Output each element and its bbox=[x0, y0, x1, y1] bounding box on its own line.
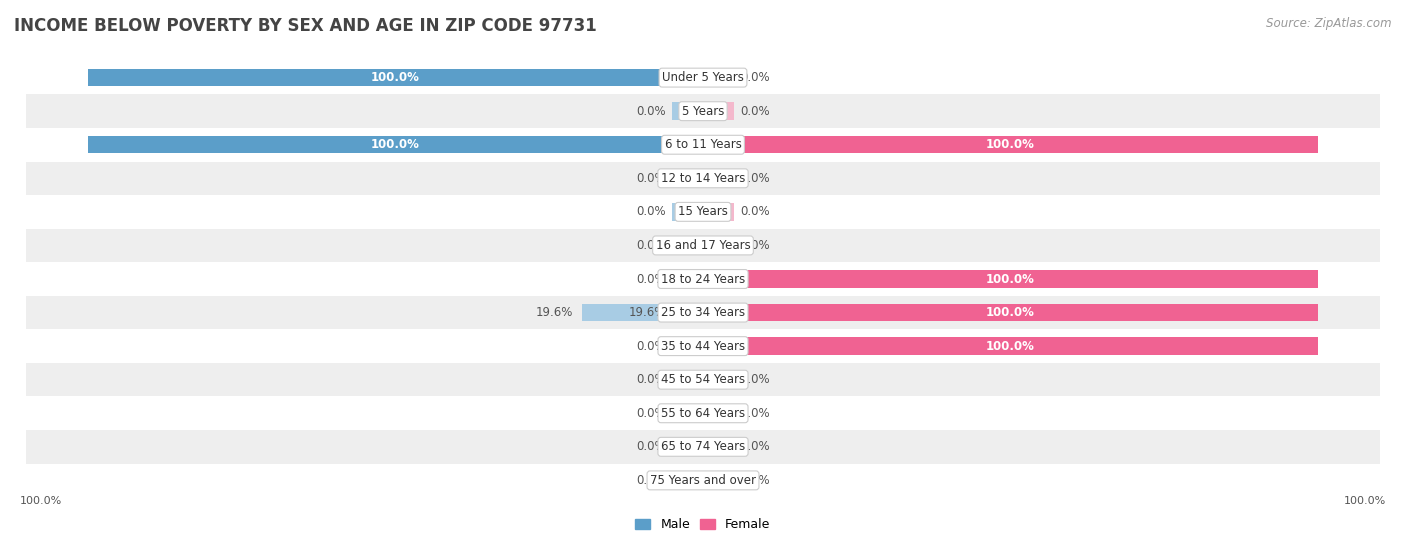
Bar bbox=[703, 405, 734, 422]
Bar bbox=[672, 170, 703, 187]
Bar bbox=[27, 296, 1379, 329]
Bar bbox=[703, 304, 1319, 321]
Text: 100.0%: 100.0% bbox=[20, 496, 62, 506]
Text: INCOME BELOW POVERTY BY SEX AND AGE IN ZIP CODE 97731: INCOME BELOW POVERTY BY SEX AND AGE IN Z… bbox=[14, 17, 596, 35]
Text: 45 to 54 Years: 45 to 54 Years bbox=[661, 373, 745, 386]
Bar bbox=[27, 229, 1379, 262]
Bar bbox=[703, 203, 734, 220]
Text: 19.6%: 19.6% bbox=[536, 306, 574, 319]
Text: 0.0%: 0.0% bbox=[740, 239, 769, 252]
Bar bbox=[27, 61, 1379, 94]
Text: 0.0%: 0.0% bbox=[637, 105, 666, 118]
Bar bbox=[703, 472, 734, 489]
Bar bbox=[27, 397, 1379, 430]
Text: 0.0%: 0.0% bbox=[740, 105, 769, 118]
Text: Source: ZipAtlas.com: Source: ZipAtlas.com bbox=[1267, 17, 1392, 30]
Text: 100.0%: 100.0% bbox=[986, 138, 1035, 151]
Bar bbox=[27, 363, 1379, 397]
Text: 15 Years: 15 Years bbox=[678, 205, 728, 218]
Text: 12 to 14 Years: 12 to 14 Years bbox=[661, 172, 745, 185]
Legend: Male, Female: Male, Female bbox=[630, 513, 776, 536]
Text: 65 to 74 Years: 65 to 74 Years bbox=[661, 440, 745, 453]
Bar bbox=[582, 304, 703, 321]
Bar bbox=[703, 371, 734, 388]
Bar bbox=[27, 262, 1379, 296]
Text: 18 to 24 Years: 18 to 24 Years bbox=[661, 272, 745, 286]
Text: 0.0%: 0.0% bbox=[637, 172, 666, 185]
Bar bbox=[703, 438, 734, 455]
Bar bbox=[703, 103, 734, 120]
Bar bbox=[27, 128, 1379, 161]
Text: 0.0%: 0.0% bbox=[637, 239, 666, 252]
Bar bbox=[27, 430, 1379, 464]
Bar bbox=[672, 472, 703, 489]
Text: 5 Years: 5 Years bbox=[682, 105, 724, 118]
Text: 75 Years and over: 75 Years and over bbox=[650, 474, 756, 487]
Bar bbox=[672, 338, 703, 355]
Bar bbox=[672, 237, 703, 254]
Text: 0.0%: 0.0% bbox=[740, 172, 769, 185]
Bar bbox=[672, 203, 703, 220]
Text: 0.0%: 0.0% bbox=[740, 407, 769, 420]
Bar bbox=[703, 170, 734, 187]
Text: 100.0%: 100.0% bbox=[371, 138, 420, 151]
Text: 100.0%: 100.0% bbox=[986, 306, 1035, 319]
Bar bbox=[672, 405, 703, 422]
Text: 100.0%: 100.0% bbox=[1344, 496, 1386, 506]
Text: 16 and 17 Years: 16 and 17 Years bbox=[655, 239, 751, 252]
Text: 35 to 44 Years: 35 to 44 Years bbox=[661, 340, 745, 353]
Text: 0.0%: 0.0% bbox=[637, 407, 666, 420]
Text: 0.0%: 0.0% bbox=[637, 474, 666, 487]
Text: 0.0%: 0.0% bbox=[740, 373, 769, 386]
Text: Under 5 Years: Under 5 Years bbox=[662, 71, 744, 84]
Bar bbox=[703, 270, 1319, 288]
Text: 100.0%: 100.0% bbox=[986, 272, 1035, 286]
Bar bbox=[27, 94, 1379, 128]
Text: 19.6%: 19.6% bbox=[628, 306, 666, 319]
Text: 55 to 64 Years: 55 to 64 Years bbox=[661, 407, 745, 420]
Bar bbox=[703, 136, 1319, 153]
Bar bbox=[672, 103, 703, 120]
Text: 0.0%: 0.0% bbox=[637, 340, 666, 353]
Bar bbox=[87, 136, 703, 153]
Bar bbox=[703, 69, 734, 86]
Bar bbox=[27, 161, 1379, 195]
Bar bbox=[703, 338, 1319, 355]
Bar bbox=[27, 195, 1379, 229]
Bar bbox=[703, 237, 734, 254]
Bar bbox=[672, 270, 703, 288]
Text: 25 to 34 Years: 25 to 34 Years bbox=[661, 306, 745, 319]
Bar bbox=[27, 329, 1379, 363]
Text: 0.0%: 0.0% bbox=[637, 373, 666, 386]
Bar bbox=[27, 464, 1379, 497]
Text: 0.0%: 0.0% bbox=[637, 272, 666, 286]
Text: 6 to 11 Years: 6 to 11 Years bbox=[665, 138, 741, 151]
Bar bbox=[672, 438, 703, 455]
Text: 100.0%: 100.0% bbox=[371, 71, 420, 84]
Text: 0.0%: 0.0% bbox=[740, 474, 769, 487]
Text: 100.0%: 100.0% bbox=[986, 340, 1035, 353]
Bar bbox=[87, 69, 703, 86]
Text: 0.0%: 0.0% bbox=[740, 71, 769, 84]
Text: 0.0%: 0.0% bbox=[637, 440, 666, 453]
Bar bbox=[672, 371, 703, 388]
Text: 0.0%: 0.0% bbox=[740, 440, 769, 453]
Text: 0.0%: 0.0% bbox=[637, 205, 666, 218]
Text: 0.0%: 0.0% bbox=[740, 205, 769, 218]
